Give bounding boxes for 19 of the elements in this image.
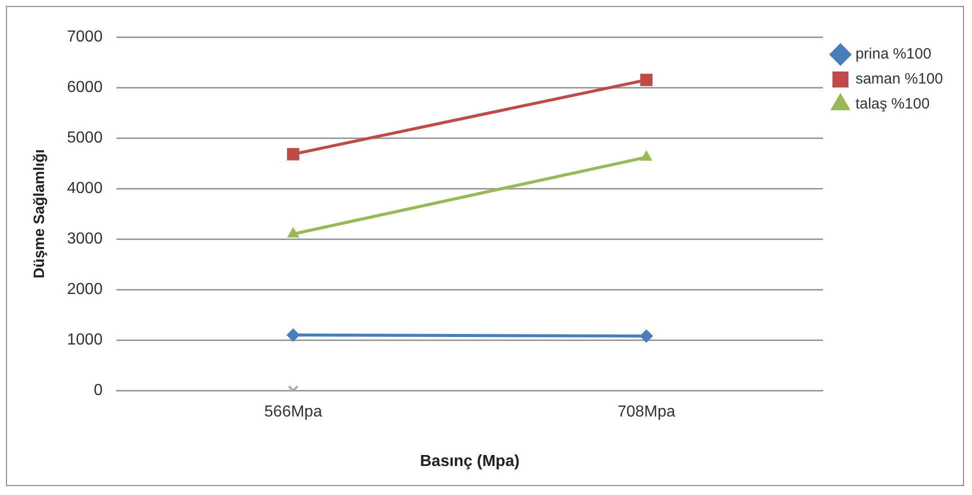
y-axis-title: Düşme Sağlamlığı bbox=[31, 149, 48, 278]
point bbox=[640, 74, 653, 86]
y-tick-label: 0 bbox=[94, 382, 103, 400]
x-tick-label: 708Mpa bbox=[617, 404, 676, 421]
x-tick-label: 566Mpa bbox=[264, 404, 322, 421]
y-tick-label: 7000 bbox=[67, 28, 103, 46]
legend-label: talaş %100 bbox=[855, 96, 930, 113]
legend-label: prina %100 bbox=[855, 46, 932, 63]
y-tick-label: 4000 bbox=[67, 180, 103, 197]
point bbox=[640, 330, 653, 343]
y-tick-label: 1000 bbox=[67, 331, 103, 348]
y-tick-label: 6000 bbox=[67, 78, 103, 96]
point bbox=[286, 328, 300, 342]
y-tick-label: 2000 bbox=[67, 280, 103, 298]
legend-label: saman %100 bbox=[855, 70, 944, 88]
point bbox=[287, 148, 300, 160]
y-tick-label: 3000 bbox=[67, 230, 103, 248]
x-axis-title: Basınç (Mpa) bbox=[420, 452, 520, 470]
y-tick-label: 5000 bbox=[67, 129, 103, 146]
